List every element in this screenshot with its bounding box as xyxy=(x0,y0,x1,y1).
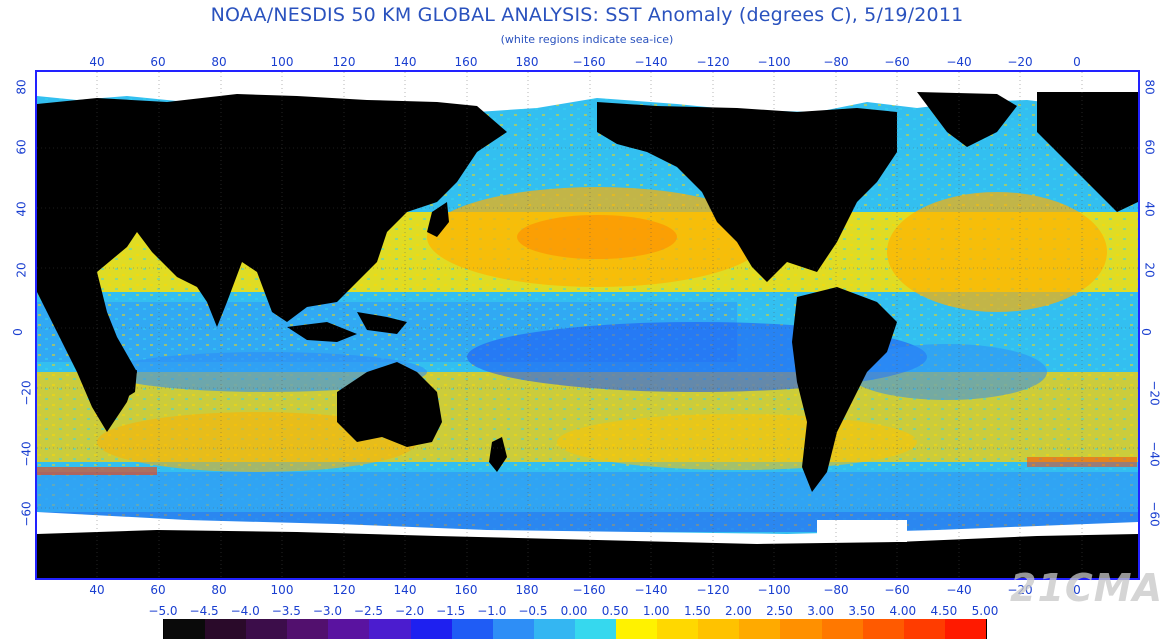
color-scale-swatch xyxy=(739,619,781,639)
bottom-lon-label: −60 xyxy=(884,583,910,597)
top-lon-label: 120 xyxy=(332,55,356,69)
map-subtitle: (white regions indicate sea-ice) xyxy=(500,33,674,46)
right-lat-label: −20 xyxy=(1147,380,1162,406)
color-scale-label: −2.5 xyxy=(353,604,384,618)
color-scale-label: 4.00 xyxy=(889,604,917,618)
left-lat-label: 20 xyxy=(14,262,29,278)
bottom-lon-label: 140 xyxy=(393,583,417,597)
color-scale-swatch xyxy=(205,619,247,639)
top-lon-label: −60 xyxy=(884,55,910,69)
color-scale-swatch xyxy=(698,619,740,639)
right-lat-label: 40 xyxy=(1142,201,1157,217)
top-lon-label: −100 xyxy=(757,55,791,69)
sst-anomaly-map xyxy=(35,70,1140,580)
bottom-lon-label: −40 xyxy=(946,583,972,597)
color-scale-label: −3.5 xyxy=(271,604,301,618)
right-lat-label: 80 xyxy=(1142,79,1157,95)
left-lat-label: 40 xyxy=(14,201,29,217)
left-lat-label: 80 xyxy=(14,79,29,95)
top-lon-label: 40 xyxy=(89,55,105,69)
color-scale-label: 3.50 xyxy=(848,604,876,618)
color-scale-swatch xyxy=(657,619,699,639)
top-lon-label: −120 xyxy=(696,55,730,69)
right-lat-label: 0 xyxy=(1138,328,1153,336)
color-scale-swatch xyxy=(287,619,329,639)
bottom-lon-label: −120 xyxy=(696,583,730,597)
bottom-lon-label: 160 xyxy=(454,583,478,597)
color-scale-label: 3.00 xyxy=(807,604,834,618)
color-scale-label: 1.00 xyxy=(642,604,670,618)
color-scale-swatch xyxy=(328,619,370,639)
top-lon-label: 80 xyxy=(211,55,227,69)
color-scale-label: −0.5 xyxy=(518,604,548,618)
color-scale-bar xyxy=(163,619,987,639)
top-lon-label: −40 xyxy=(946,55,972,69)
color-scale-swatch xyxy=(164,619,206,639)
bottom-lon-label: −160 xyxy=(572,583,606,597)
watermark-text: 21CMA xyxy=(1010,566,1163,610)
color-scale-label: −1.5 xyxy=(436,604,466,618)
top-lon-label: −160 xyxy=(572,55,606,69)
color-scale-label: 2.00 xyxy=(725,604,752,618)
color-scale-label: 0.50 xyxy=(601,604,629,618)
bottom-lon-label: 60 xyxy=(150,583,166,597)
color-scale-label: −4.5 xyxy=(189,604,219,618)
color-scale-swatch xyxy=(574,619,617,639)
top-lon-label: −140 xyxy=(634,55,668,69)
color-scale-swatch xyxy=(903,619,945,639)
bottom-lon-label: 120 xyxy=(332,583,356,597)
top-lon-label: −20 xyxy=(1007,55,1033,69)
left-lat-label: −20 xyxy=(19,380,34,406)
right-lat-label: −40 xyxy=(1147,441,1162,467)
bottom-lon-label: −140 xyxy=(634,583,668,597)
top-lon-label: 0 xyxy=(1073,55,1081,69)
top-lon-label: −80 xyxy=(823,55,849,69)
bottom-lon-label: 180 xyxy=(515,583,539,597)
bottom-lon-label: −100 xyxy=(757,583,791,597)
top-lon-label: 160 xyxy=(454,55,478,69)
sst-anomaly-map-svg xyxy=(37,72,1138,578)
bottom-lon-label: 100 xyxy=(270,583,294,597)
right-lat-label: 60 xyxy=(1142,139,1157,155)
color-scale-swatch xyxy=(944,619,986,639)
color-scale-labels: −5.0 −4.5 −4.0 −3.5 −3.0 −2.5 −2.0 −1.5 −1.0 −0.5… xyxy=(0,604,1174,618)
color-scale-swatch xyxy=(862,619,904,639)
color-scale-swatch xyxy=(369,619,411,639)
left-lat-label: 0 xyxy=(10,328,25,336)
bottom-lon-label: 40 xyxy=(89,583,105,597)
left-lat-label: −40 xyxy=(19,441,34,467)
color-scale-swatch xyxy=(410,619,452,639)
color-scale-swatch xyxy=(533,619,575,639)
top-lon-label: 100 xyxy=(270,55,294,69)
color-scale-label: 1.50 xyxy=(683,604,711,618)
color-scale-swatch xyxy=(492,619,534,639)
color-scale-swatch xyxy=(780,619,822,639)
bottom-lon-label: 80 xyxy=(211,583,227,597)
right-lat-label: −60 xyxy=(1147,501,1162,527)
color-scale-swatch xyxy=(451,619,493,639)
left-lat-label: −60 xyxy=(19,501,34,527)
bottom-lon-label: −80 xyxy=(823,583,849,597)
right-lat-label: 20 xyxy=(1142,262,1157,278)
color-scale-swatch xyxy=(821,619,863,639)
color-scale-label: 5.00 xyxy=(971,604,999,618)
bottom-lon-label: −20 xyxy=(1007,583,1033,597)
color-scale-label: −3.0 xyxy=(312,604,342,618)
color-scale-swatch xyxy=(616,619,658,639)
color-scale-label: 0.00 xyxy=(560,604,588,618)
left-lat-label: 60 xyxy=(14,139,29,155)
color-scale-label: −1.0 xyxy=(477,604,507,618)
color-scale-label: 2.50 xyxy=(766,604,793,618)
color-scale-label: −4.0 xyxy=(230,604,260,618)
bottom-lon-label: 0 xyxy=(1073,583,1081,597)
color-scale-label: −2.0 xyxy=(395,604,425,618)
top-lon-label: 60 xyxy=(150,55,166,69)
color-scale-label: 4.50 xyxy=(930,604,958,618)
color-scale-swatch xyxy=(246,619,288,639)
top-lon-label: 180 xyxy=(515,55,539,69)
color-scale-label: −5.0 xyxy=(148,604,178,618)
map-title: NOAA/NESDIS 50 KM GLOBAL ANALYSIS: SST A… xyxy=(210,4,964,26)
top-lon-label: 140 xyxy=(393,55,417,69)
